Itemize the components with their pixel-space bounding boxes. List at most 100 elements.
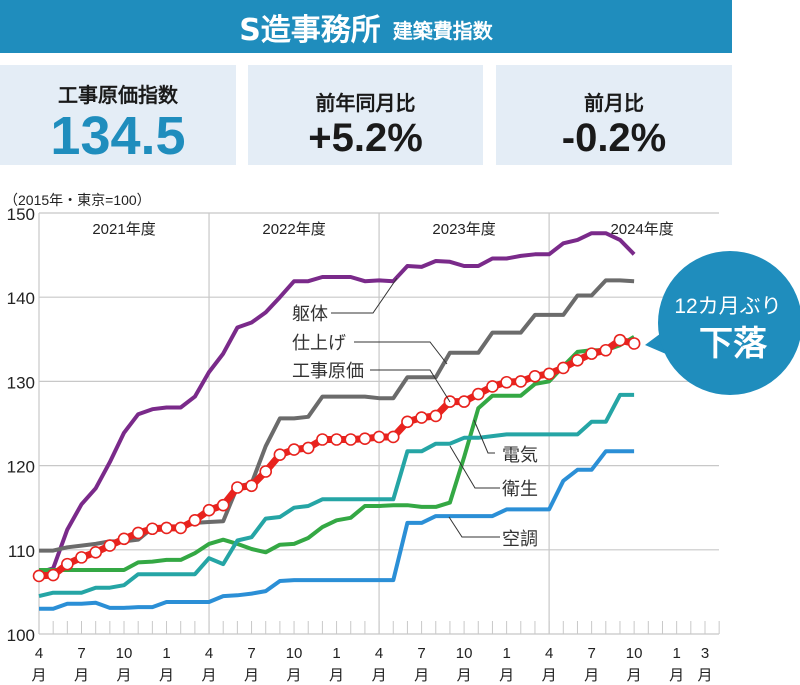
stat-label: 工事原価指数	[58, 83, 178, 107]
x-tick-label: 1	[672, 645, 680, 662]
callout-circle	[658, 251, 800, 395]
y-tick-label: 140	[7, 289, 35, 308]
leader-line-shiage	[354, 341, 448, 365]
x-tick-label: 4	[205, 645, 213, 662]
stat-value: 134.5	[50, 106, 186, 166]
data-point	[287, 443, 301, 456]
data-point	[542, 367, 556, 381]
data-point	[429, 409, 443, 423]
data-point	[358, 432, 372, 445]
x-tick-label: 10	[626, 645, 643, 662]
x-tick-label: 4	[375, 645, 383, 662]
stat-yoy: 前年同月比 +5.2%	[248, 65, 483, 165]
x-tick-label: 3	[701, 645, 709, 662]
x-tick-unit: 月	[697, 667, 712, 684]
subtitle: 建築費指数	[392, 19, 493, 43]
series-line-s1	[39, 278, 635, 553]
x-tick-unit: 月	[159, 667, 174, 684]
data-point	[330, 433, 343, 446]
data-point	[500, 375, 513, 389]
series-label: 電気	[502, 445, 538, 465]
x-tick-unit: 月	[202, 667, 217, 684]
x-tick-unit: 月	[74, 667, 89, 684]
x-tick-label: 4	[35, 645, 43, 662]
data-point	[585, 347, 598, 360]
series-label: 仕上げ	[292, 333, 346, 353]
x-tick-unit: 月	[287, 667, 302, 684]
stat-cost-index: 工事原価指数 134.5	[0, 65, 236, 165]
series-label: 衛生	[502, 479, 538, 499]
data-point	[514, 375, 528, 388]
data-point	[216, 498, 230, 512]
series-label: 空調	[502, 529, 538, 549]
y-tick-label: 100	[7, 626, 35, 645]
callout-line1: 12カ月ぶり	[674, 295, 781, 318]
x-tick-label: 1	[162, 645, 170, 662]
data-point	[117, 532, 131, 546]
data-point	[486, 380, 499, 393]
data-point	[146, 522, 159, 536]
data-point	[415, 411, 428, 424]
data-point	[372, 430, 386, 444]
data-point	[202, 503, 216, 517]
data-point	[627, 337, 641, 350]
data-point	[471, 387, 485, 401]
data-point	[131, 526, 145, 540]
x-tick-unit: 月	[457, 667, 472, 684]
data-point	[528, 370, 542, 383]
data-point	[344, 433, 358, 446]
x-tick-label: 1	[332, 645, 340, 662]
data-point	[316, 433, 329, 446]
series-line-s3	[38, 392, 635, 599]
data-point	[103, 539, 117, 552]
x-tick-unit: 月	[584, 667, 599, 684]
title: S造事務所	[239, 12, 381, 48]
x-tick-label: 10	[456, 645, 473, 662]
x-tick-label: 4	[545, 645, 553, 662]
series-line-s4	[39, 449, 635, 611]
x-tick-unit: 月	[542, 667, 557, 684]
series-label: 工事原価	[292, 361, 364, 381]
x-tick-unit: 月	[31, 667, 46, 684]
x-tick-unit: 月	[499, 667, 514, 684]
leader-line-eisei	[449, 445, 500, 489]
data-point	[46, 568, 60, 582]
callout-line2: 下落	[699, 325, 768, 363]
data-point	[457, 395, 471, 408]
data-point	[571, 354, 584, 367]
data-point	[188, 514, 202, 527]
y-tick-label: 120	[7, 458, 35, 477]
series-line-s0	[38, 231, 636, 575]
stat-value: -0.2%	[561, 116, 667, 160]
data-point	[245, 479, 258, 493]
data-point	[259, 465, 273, 478]
fiscal-year-label: 2023年度	[432, 221, 495, 238]
data-point	[32, 569, 46, 583]
x-tick-label: 7	[587, 645, 595, 662]
x-tick-label: 7	[247, 645, 255, 662]
leader-line-denki	[473, 419, 495, 454]
fiscal-year-label: 2022年度	[262, 221, 325, 238]
data-point	[556, 361, 570, 375]
data-point	[386, 430, 400, 444]
data-point	[599, 343, 613, 357]
x-tick-unit: 月	[372, 667, 387, 684]
series-line-s2	[39, 335, 636, 572]
x-tick-unit: 月	[117, 667, 132, 684]
data-point	[75, 551, 88, 564]
fiscal-year-label: 2024年度	[610, 221, 673, 238]
stat-value: +5.2%	[308, 116, 423, 160]
data-point	[174, 521, 187, 535]
y-tick-label: 150	[7, 205, 35, 224]
data-point	[301, 441, 315, 455]
x-tick-unit: 月	[414, 667, 429, 684]
x-tick-label: 1	[502, 645, 510, 662]
y-tick-label: 130	[7, 373, 35, 392]
data-point	[89, 546, 102, 559]
title-bar: S造事務所 建築費指数	[0, 0, 732, 53]
x-tick-unit: 月	[627, 667, 642, 684]
data-point	[273, 448, 287, 461]
x-tick-unit: 月	[669, 667, 684, 684]
leader-line-cost	[370, 369, 451, 403]
data-point	[160, 521, 173, 535]
